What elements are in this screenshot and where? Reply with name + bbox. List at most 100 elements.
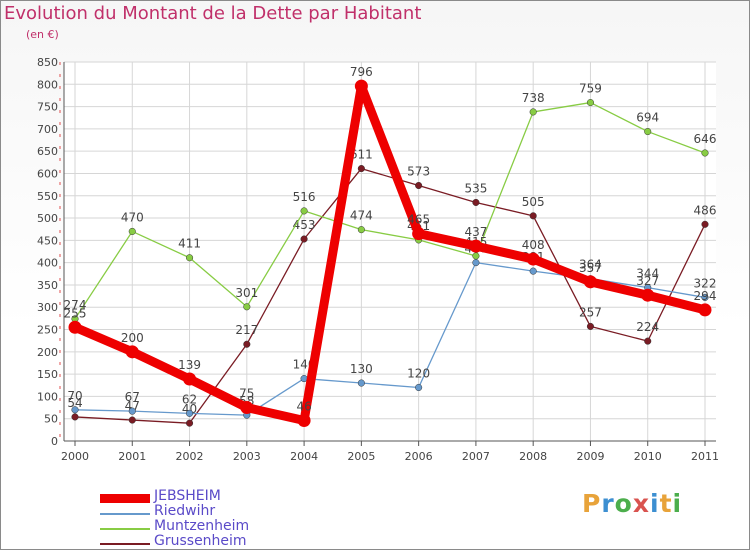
data-point [701,220,709,228]
y-tick-label: 850 [37,56,58,69]
logo-letter: r [601,489,615,518]
x-tick-label: 2010 [634,450,662,463]
data-label: 357 [579,261,602,275]
y-tick-label: 700 [37,123,58,136]
data-point [240,401,254,415]
data-label: 62 [182,392,197,406]
data-label: 200 [121,331,144,345]
data-label: 257 [579,305,602,319]
data-label: 255 [64,306,87,320]
logo-letter: P [582,489,602,518]
x-tick-label: 2004 [290,450,318,463]
data-point [297,413,311,427]
y-tick-label: 300 [37,301,58,314]
data-label: 437 [464,225,487,239]
data-label: 344 [636,267,659,281]
data-point [128,227,136,235]
data-point [357,379,365,387]
data-label: 67 [125,390,140,404]
y-tick-label: 250 [37,324,58,337]
plot-area [64,62,716,441]
legend-swatch [100,494,150,503]
data-point [185,419,194,427]
data-point [128,407,136,415]
data-point [183,372,197,386]
data-point [701,293,709,301]
data-label: 294 [694,289,717,303]
data-label: 486 [694,203,717,217]
data-label: 224 [636,320,659,334]
legend-swatch [100,528,150,530]
data-point [415,383,423,392]
chart-title: Evolution du Montant de la Dette par Hab… [4,3,422,24]
data-point [586,322,595,330]
y-tick-label: 150 [37,368,58,381]
data-point [71,413,79,421]
data-label: 646 [694,132,717,146]
data-label: 322 [694,276,717,290]
x-tick-label: 2002 [176,450,204,463]
data-label: 573 [407,165,430,179]
legend-swatch [100,543,150,545]
data-point [185,254,194,262]
data-point [472,259,480,267]
data-label: 738 [522,91,545,105]
y-tick-label: 350 [37,279,58,292]
data-point [243,303,251,311]
data-label: 47 [125,399,140,413]
x-tick-label: 2008 [519,450,547,463]
legend-label: Riedwihr [154,503,216,519]
legend-label: Muntzenheim [154,518,250,534]
data-point [583,275,597,289]
data-label: 120 [407,366,430,380]
y-tick-label: 50 [44,413,58,426]
data-point [412,227,426,241]
data-label: 130 [350,362,373,376]
data-point [529,108,537,116]
logo-letter: t [659,489,673,518]
data-point [357,165,365,173]
data-label: 364 [579,258,602,272]
data-point [644,128,652,136]
data-point [701,149,709,157]
y-tick-label: 600 [37,167,58,180]
data-label: 474 [350,209,373,223]
data-point [698,303,712,317]
data-point [644,337,652,345]
data-label: 217 [235,323,258,337]
data-point [526,252,540,266]
series-line-jebsheim [70,81,710,425]
y-tick-label: 650 [37,145,58,158]
series-line-muntzenheim [74,101,706,320]
data-label: 408 [522,238,545,252]
chart-subtitle: (en €) [26,28,59,41]
data-point [125,345,139,359]
data-label: 301 [235,286,258,300]
y-tick-label: 550 [37,190,58,203]
y-tick-label: 400 [37,257,58,270]
data-label: 139 [178,358,201,372]
x-tick-label: 2001 [118,450,146,463]
data-label: 694 [636,111,659,125]
data-point [68,320,82,334]
x-tick-label: 2003 [233,450,261,463]
y-tick-label: 750 [37,101,58,114]
data-point [185,409,194,417]
logo-letter: i [650,489,660,518]
data-label: 505 [522,195,545,209]
data-label: 796 [350,65,373,79]
data-point [472,198,480,207]
data-point [300,207,308,215]
x-tick-label: 2011 [691,450,719,463]
x-tick-label: 2000 [61,450,89,463]
y-tick-label: 500 [37,212,58,225]
data-point [529,267,537,275]
data-point [415,181,423,190]
data-point [469,239,483,253]
logo-letter: x [632,489,650,518]
data-label: 465 [407,213,430,227]
data-label: 611 [350,148,373,162]
y-tick-label: 200 [37,346,58,359]
data-label: 274 [64,298,87,312]
